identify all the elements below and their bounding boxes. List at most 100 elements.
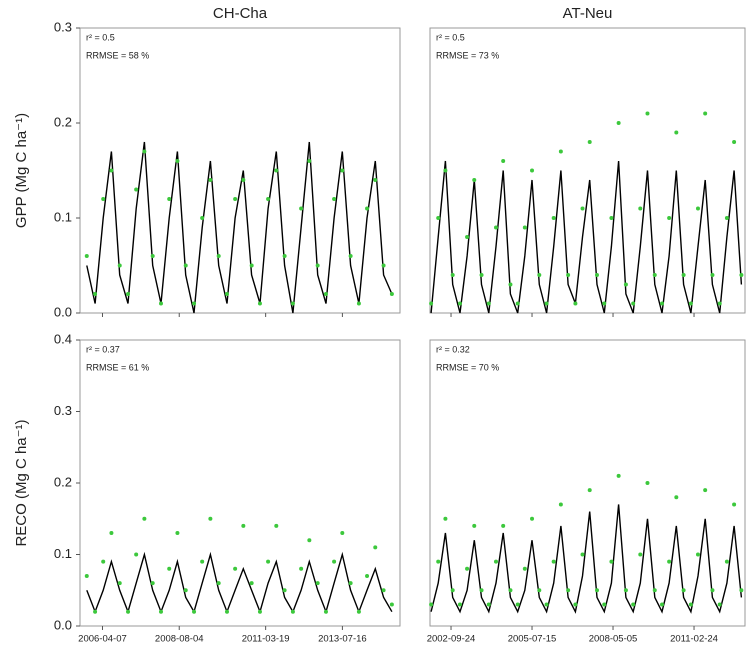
observed-point [566,273,571,277]
plot-frame [429,339,746,627]
observed-point [224,292,229,296]
observed-point [522,225,527,230]
observed-point [602,301,607,306]
observed-point [594,273,599,277]
observed-point [573,602,578,607]
observed-point [150,581,155,586]
observed-point [530,516,535,521]
observed-point [537,588,542,593]
observed-point [717,602,722,607]
observed-point [660,301,665,306]
observed-point [323,609,328,614]
annotation: r² = 0.5 [436,32,465,42]
observed-point [638,552,643,557]
observed-point [703,111,708,116]
observed-point [623,282,628,287]
observed-point [356,609,361,614]
observed-point [558,502,563,507]
observed-point [192,609,197,614]
observed-point [307,159,312,163]
observed-point [381,588,386,593]
y-tick-label: 0.2 [54,474,72,489]
observed-point [645,481,650,485]
observed-point [183,588,188,593]
observed-point [373,545,378,550]
observed-point [587,488,592,493]
annotation: RRMSE = 73 % [436,50,499,60]
observed-point [332,559,337,564]
x-tick-label: 2013-07-16 [318,634,367,645]
observed-point [340,531,345,536]
observed-point [645,111,650,116]
observed-point [616,121,621,125]
observed-point [436,559,441,564]
plot-frame [79,27,401,314]
y-tick-label: 0.1 [54,546,72,561]
observed-point [332,197,337,201]
observed-point [134,187,139,192]
observed-point [631,301,636,306]
observed-point [266,197,271,201]
observed-point [208,516,213,521]
observed-point [501,159,506,163]
observed-point [142,149,147,154]
observed-point [486,301,491,306]
observed-point [537,273,542,277]
observed-point [457,602,462,607]
observed-point [200,216,205,220]
observed-point [290,301,295,306]
observed-point [175,531,180,536]
observed-point [580,206,585,211]
observed-point [450,273,455,277]
observed-point [436,216,441,220]
observed-point [282,254,287,258]
observed-point [109,531,114,536]
observed-point [594,588,599,593]
observed-point [638,206,643,211]
observed-point [616,473,621,478]
observed-point [340,168,345,173]
observed-point [472,178,477,182]
observed-point [515,301,520,306]
observed-point [602,602,607,607]
observed-point [126,609,131,614]
observed-point [443,168,448,173]
observed-point [93,292,98,296]
observed-point [134,552,139,557]
observed-point [724,216,729,220]
observed-point [732,502,737,507]
observed-point [732,140,737,144]
panel-title: CH-Cha [213,5,268,22]
observed-point [101,197,106,201]
observed-point [652,273,657,277]
observed-point [356,301,361,306]
panel-title: AT-Neu [563,5,613,22]
observed-point [717,301,722,306]
x-tick-label: 2005-07-15 [508,634,557,645]
observed-point [175,159,180,163]
observed-point [724,559,729,564]
observed-point [93,609,98,614]
plot-frame [429,27,746,314]
observed-point [609,216,614,220]
observed-point [623,588,628,593]
observed-point [167,197,172,201]
observed-point [274,168,279,173]
observed-point [224,609,229,614]
observed-point [208,178,213,182]
observed-point [508,588,513,593]
x-tick-label: 2008-05-05 [589,634,638,645]
observed-point [150,254,155,258]
observed-point [249,263,254,268]
observed-point [710,588,715,593]
observed-point [465,235,470,239]
x-tick-label: 2006-04-07 [78,634,127,645]
observed-point [703,488,708,493]
observed-point [84,254,89,258]
observed-point [465,566,470,571]
observed-point [315,263,320,268]
observed-point [695,552,700,557]
observed-point [688,301,693,306]
observed-point [573,301,578,306]
observed-point [282,588,287,593]
